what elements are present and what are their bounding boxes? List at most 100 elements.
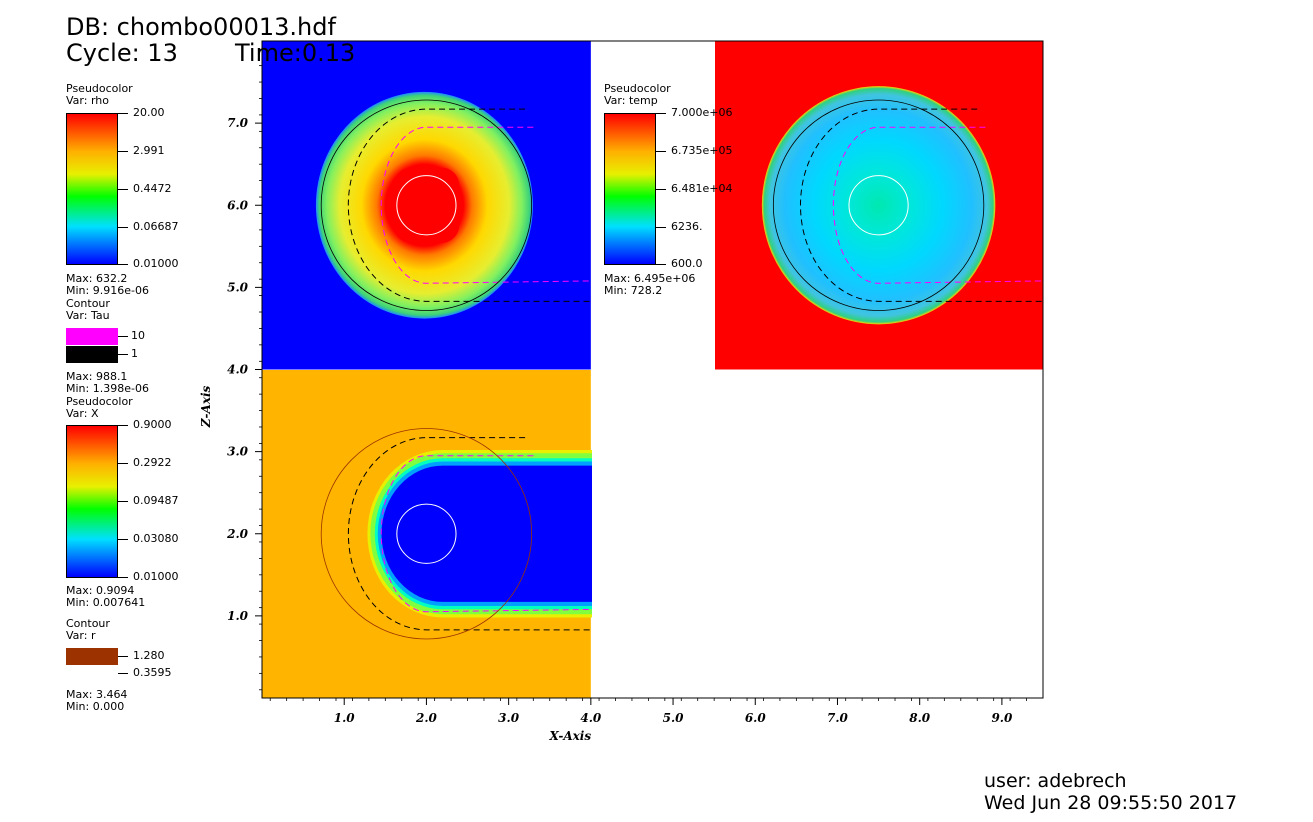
panel-x-contour-tau10 xyxy=(380,455,592,613)
panel-temp xyxy=(715,41,1044,370)
panel-rho-contour-r03595 xyxy=(396,175,457,236)
legend-rho-min: Min: 9.916e-06 xyxy=(66,284,149,297)
y-tick-label: 3.0 xyxy=(227,445,249,459)
y-tick-label: 4.0 xyxy=(227,363,249,377)
legend-r-min: Min: 0.000 xyxy=(66,700,125,713)
panel-x-contour-tau1 xyxy=(348,437,592,631)
legend-temp-tick-label: 6236. xyxy=(671,220,703,233)
cycle-label: Cycle: 13 xyxy=(66,39,178,67)
legend-x-colorbar xyxy=(66,425,118,578)
legend-rho-tick-label: 0.01000 xyxy=(133,257,179,270)
x-tick-label: 4.0 xyxy=(580,711,602,725)
panel-rho-core xyxy=(393,167,460,244)
legend-tau-tick xyxy=(118,336,128,337)
legend-x-tick xyxy=(118,577,128,578)
time-label: Time:0.13 xyxy=(235,39,356,67)
legend-rho-colorbar xyxy=(66,113,118,265)
panel-rho xyxy=(262,41,592,370)
x-tick-label: 9.0 xyxy=(991,711,1013,725)
legend-x-tick xyxy=(118,539,128,540)
legend-temp-tick xyxy=(656,151,666,152)
legend-x-tick-label: 0.09487 xyxy=(133,494,179,507)
x-tick-label: 6.0 xyxy=(745,711,767,725)
legend-x-var: Var: X xyxy=(66,407,99,420)
legend-tau-min: Min: 1.398e-06 xyxy=(66,382,149,395)
legend-r-type: Contour xyxy=(66,617,110,630)
panel-temp-contour-r1280 xyxy=(772,99,985,311)
legend-temp-tick xyxy=(656,113,666,114)
legend-x-tick xyxy=(118,501,128,502)
legend-r-level: 0.3595 xyxy=(133,666,172,679)
x-tick-label: 3.0 xyxy=(498,711,520,725)
legend-x-tick-label: 0.03080 xyxy=(133,532,179,545)
panel-temp-contour-tau1 xyxy=(800,108,1044,302)
user-label: user: adebrech xyxy=(984,770,1127,792)
legend-tau-level: 10 xyxy=(131,329,145,342)
x-tick-label: 5.0 xyxy=(663,711,685,725)
legend-temp-tick-label: 600.0 xyxy=(671,257,703,270)
database-title: DB: chombo00013.hdf xyxy=(66,13,336,41)
legend-x-tick xyxy=(118,425,128,426)
legend-rho-tick-label: 0.06687 xyxy=(133,220,179,233)
legend-rho-max: Max: 632.2 xyxy=(66,272,128,285)
legend-temp-type: Pseudocolor xyxy=(604,82,671,95)
legend-x-type: Pseudocolor xyxy=(66,395,133,408)
legend-r-max: Max: 3.464 xyxy=(66,688,128,701)
legend-temp-max: Max: 6.495e+06 xyxy=(604,272,696,285)
legend-tau-tick xyxy=(118,354,128,355)
x-tick-label: 2.0 xyxy=(415,711,438,725)
legend-r-var: Var: r xyxy=(66,629,96,642)
x-axis-title: X-Axis xyxy=(548,729,591,743)
legend-rho-tick xyxy=(118,227,128,228)
x-tick-label: 7.0 xyxy=(827,711,849,725)
legend-temp-tick xyxy=(656,227,666,228)
legend-tau-var: Var: Tau xyxy=(66,309,110,322)
y-axis-title: Z-Axis xyxy=(199,385,213,428)
legend-tau-level: 1 xyxy=(131,347,138,360)
legend-r-level: 1.280 xyxy=(133,649,165,662)
legend-rho-tick xyxy=(118,113,128,114)
legend-rho-tick-label: 0.4472 xyxy=(133,182,172,195)
legend-tau-swatch-1 xyxy=(66,346,118,363)
legend-temp-var: Var: temp xyxy=(604,94,658,107)
panel-x-contour-r03595 xyxy=(396,503,457,564)
x-tick-label: 8.0 xyxy=(909,711,931,725)
legend-temp-colorbar xyxy=(604,113,656,265)
legend-tau-max: Max: 988.1 xyxy=(66,370,128,383)
legend-x-max: Max: 0.9094 xyxy=(66,584,135,597)
panel-rho-contour-tau10 xyxy=(380,126,592,284)
y-tick-label: 2.0 xyxy=(226,527,249,541)
legend-temp-tick-label: 6.481e+04 xyxy=(671,182,733,195)
y-tick-label: 6.0 xyxy=(227,198,249,212)
legend-temp-min: Min: 728.2 xyxy=(604,284,663,297)
panel-rho-contour-tau1 xyxy=(348,108,592,302)
legend-rho-var: Var: rho xyxy=(66,94,109,107)
legend-x-tick xyxy=(118,463,128,464)
legend-x-min: Min: 0.007641 xyxy=(66,596,146,609)
panel-temp-contour-r03595 xyxy=(848,175,909,236)
panel-x-contour-r1280 xyxy=(320,428,533,640)
x-tick-label: 1.0 xyxy=(334,711,356,725)
legend-r-swatch-1280 xyxy=(66,648,118,665)
panel-temp-contour-tau10 xyxy=(832,126,1044,284)
legend-rho-tick xyxy=(118,264,128,265)
legend-tau-swatch-10 xyxy=(66,328,118,345)
panel-rho-contour-r1280 xyxy=(320,99,533,311)
legend-temp-tick-label: 7.000e+06 xyxy=(671,106,733,119)
legend-rho-tick xyxy=(118,189,128,190)
panel-x xyxy=(262,370,592,698)
legend-temp-tick-label: 6.735e+05 xyxy=(671,144,733,157)
legend-rho-tick-label: 20.00 xyxy=(133,106,165,119)
legend-r-tick xyxy=(118,656,128,657)
legend-tau-type: Contour xyxy=(66,297,110,310)
legend-r-tick xyxy=(118,673,128,674)
legend-rho-type: Pseudocolor xyxy=(66,82,133,95)
legend-temp-tick xyxy=(656,189,666,190)
legend-x-tick-label: 0.01000 xyxy=(133,570,179,583)
panel-temp-blob xyxy=(761,86,996,325)
y-tick-label: 1.0 xyxy=(227,609,249,623)
legend-x-tick-label: 0.2922 xyxy=(133,456,172,469)
legend-rho-tick-label: 2.991 xyxy=(133,144,165,157)
legend-rho-tick xyxy=(118,151,128,152)
